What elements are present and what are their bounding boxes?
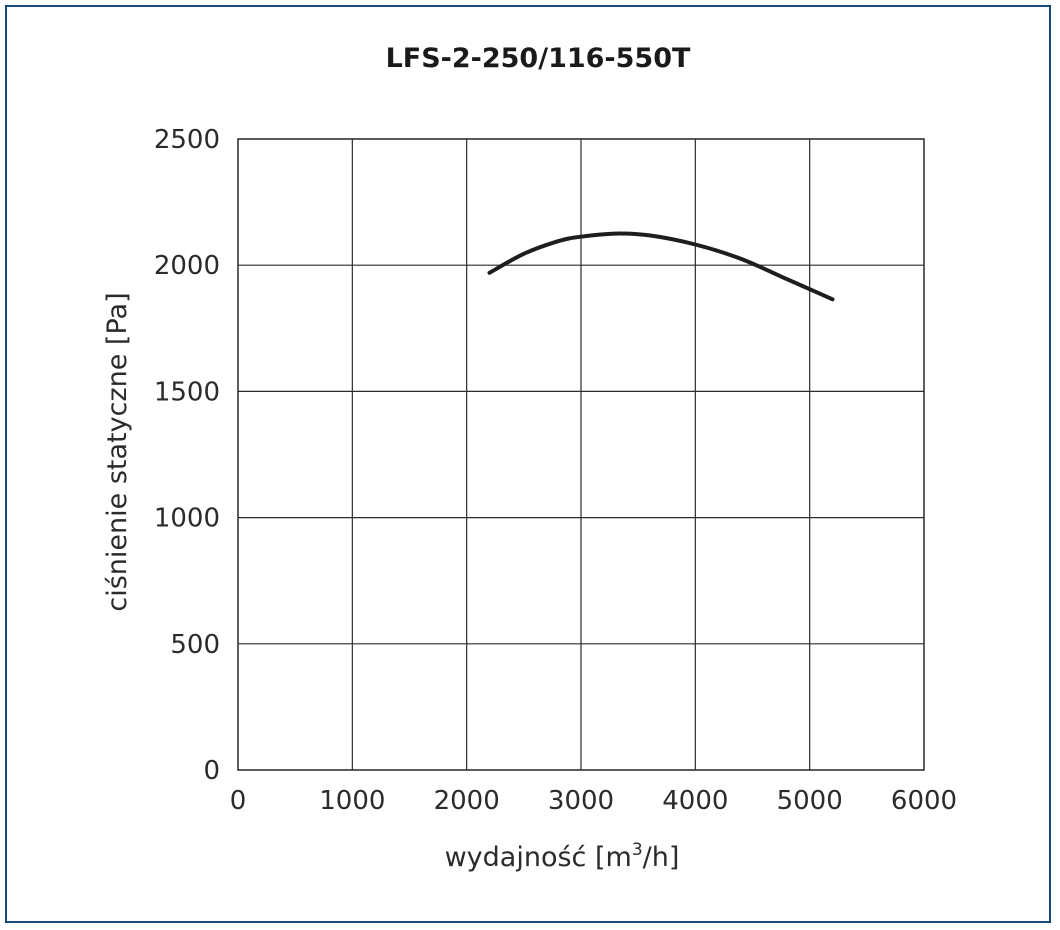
plot-area-border	[237, 138, 925, 771]
series-line	[487, 231, 835, 302]
x-tick-label: 2000	[434, 786, 500, 816]
x-tick-label: 6000	[891, 786, 957, 816]
y-tick-label: 2500	[154, 125, 220, 155]
x-axis-title: wydajność [m3/h]	[445, 840, 680, 873]
y-tick-label: 0	[203, 756, 220, 786]
grid-lines	[237, 138, 925, 771]
y-axis-title: ciśnienie statyczne [Pa]	[102, 292, 133, 611]
x-axis-title-superscript: 3	[632, 840, 643, 860]
x-tick-label: 3000	[548, 786, 614, 816]
x-tick-label: 5000	[777, 786, 843, 816]
y-tick-label: 1500	[154, 377, 220, 407]
y-axis-tick-labels: 0 500 1000 1500 2000 2500	[154, 125, 220, 786]
x-tick-label: 1000	[319, 786, 385, 816]
x-tick-label: 0	[230, 786, 247, 816]
y-tick-label: 1000	[154, 504, 220, 534]
x-axis-title-suffix: /h]	[643, 842, 680, 873]
chart-title: LFS-2-250/116-550T	[386, 43, 691, 74]
y-tick-label: 2000	[154, 251, 220, 281]
x-axis-title-main: wydajność [m	[445, 842, 632, 873]
y-tick-label: 500	[170, 630, 220, 660]
x-tick-label: 4000	[662, 786, 728, 816]
x-axis-tick-labels: 0 1000 2000 3000 4000 5000 6000	[230, 786, 957, 816]
